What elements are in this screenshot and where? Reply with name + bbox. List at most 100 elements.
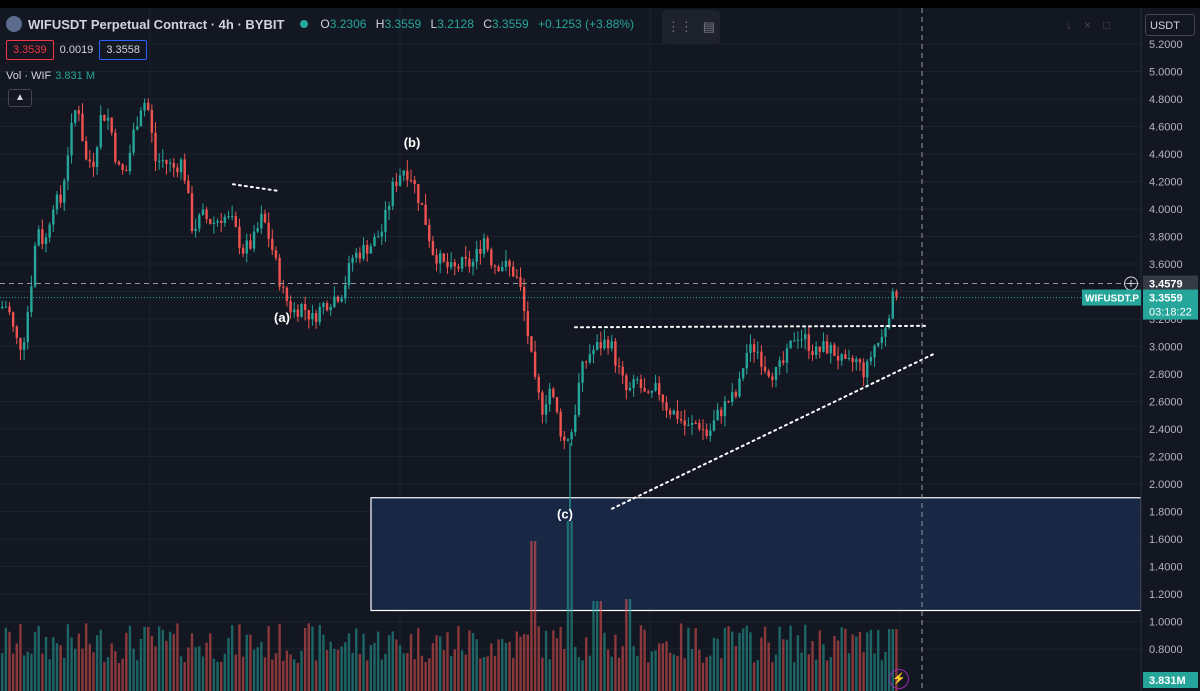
volume-legend: Vol · WIF 3.831 M (6, 70, 95, 82)
volume-bar (804, 624, 807, 691)
volume-bar (333, 648, 336, 691)
currency-select[interactable]: USDT (1145, 14, 1195, 36)
volume-bar (581, 660, 584, 691)
candle-body (690, 422, 694, 425)
candle-body (862, 362, 865, 378)
demand-zone[interactable] (370, 497, 1142, 612)
candle-body (420, 202, 424, 205)
candle-body (851, 358, 854, 363)
candle-body (512, 266, 515, 277)
volume-bar (705, 657, 708, 691)
current-price-tag (1143, 289, 1198, 320)
volume-bar (453, 649, 456, 691)
volume-bar (683, 658, 686, 691)
volume-bar (789, 625, 792, 691)
drag-handle-icon[interactable]: ⋮⋮ (666, 19, 693, 34)
image-icon[interactable]: ▤ (702, 19, 716, 34)
candle-body (811, 350, 814, 356)
volume-bar (449, 655, 453, 691)
bolt-icon[interactable]: ⚡ (889, 669, 909, 689)
volume-bar (548, 659, 551, 691)
volume-bar (402, 653, 405, 691)
candle-body (752, 344, 756, 352)
market-status-icon (300, 20, 309, 28)
candle-body (70, 122, 73, 156)
candle-body (387, 205, 391, 210)
volume-bar (749, 632, 752, 691)
volume-bar (413, 659, 416, 691)
close-icon[interactable]: × (1084, 18, 1092, 32)
volume-bar (128, 625, 132, 691)
volume-bar (183, 662, 186, 691)
volume-bar (486, 656, 489, 691)
candles[interactable] (1, 98, 898, 512)
drawing-lines[interactable] (232, 183, 936, 510)
candle-body (157, 160, 161, 162)
candle-body (844, 354, 847, 359)
volume-bar (63, 657, 66, 691)
candle-body (526, 311, 529, 337)
symbol-logo-icon (6, 16, 22, 32)
candle-body (763, 366, 767, 372)
y-tick-label: 2.0000 (1149, 479, 1183, 491)
wave-annotations[interactable]: (a) (b) (c) (274, 135, 573, 521)
candle-body (136, 126, 139, 130)
volume-bar (614, 634, 617, 691)
y-tick-label: 2.6000 (1149, 397, 1183, 409)
volume-bar (628, 599, 632, 691)
candle-body (639, 379, 643, 389)
candle-body (519, 277, 522, 287)
y-tick-label: 3.8000 (1149, 232, 1183, 244)
candle-body (293, 309, 296, 313)
volume-bar (734, 645, 738, 691)
volume-bar (606, 649, 610, 691)
candle-body (267, 222, 270, 239)
volume-bar (398, 645, 402, 691)
volume-bar (541, 657, 544, 691)
volume-bar (490, 643, 493, 691)
candle-body (66, 155, 70, 181)
volume-bar (260, 641, 263, 691)
candle-body (282, 286, 285, 288)
maximize-icon[interactable]: □ (1103, 18, 1111, 32)
candle-body (449, 262, 453, 268)
candle-body (336, 296, 340, 302)
ohlc-open: 3.2306 (329, 17, 367, 31)
floating-toolbar: ⋮⋮ ▤ (662, 10, 720, 44)
candle-body (658, 383, 661, 395)
volume-bar (15, 643, 18, 691)
volume-bar (676, 655, 679, 691)
candle-body (59, 194, 62, 203)
volume-bar (763, 626, 767, 691)
volume-bar (249, 634, 252, 691)
volume-bar (194, 647, 197, 691)
volume-bar (851, 634, 854, 691)
candle-body (48, 224, 51, 238)
bid-price-button[interactable]: 3.3539 (6, 40, 54, 60)
volume-bar (468, 630, 471, 691)
volume-bar (179, 656, 183, 691)
candle-body (836, 355, 840, 361)
price-axis[interactable]: 5.2000 5.0000 4.8000 4.6000 4.4000 4.2000 4.00… (1082, 8, 1200, 691)
candle-body (789, 340, 792, 349)
chevron-up-icon[interactable]: ▲ (8, 89, 32, 107)
candle-body (22, 342, 26, 350)
volume-bar (95, 635, 99, 691)
candle-body (668, 410, 672, 415)
candle-body (417, 184, 420, 203)
ask-price-button[interactable]: 3.3558 (99, 40, 147, 60)
volume-bar (512, 658, 515, 691)
candle-body (785, 348, 789, 363)
candle-body (497, 266, 500, 272)
candle-body (617, 365, 621, 367)
candle-body (585, 361, 588, 363)
candle-body (665, 402, 668, 411)
volume-bar (424, 662, 427, 691)
volume-bar (307, 623, 310, 691)
download-icon[interactable]: ↓ (1066, 18, 1072, 32)
symbol-title[interactable]: WIFUSDT Perpetual Contract · 4h · BYBIT (28, 16, 285, 32)
volume-bar (460, 650, 464, 691)
volume-bar (647, 662, 650, 691)
volume-price-tag (1143, 672, 1198, 688)
